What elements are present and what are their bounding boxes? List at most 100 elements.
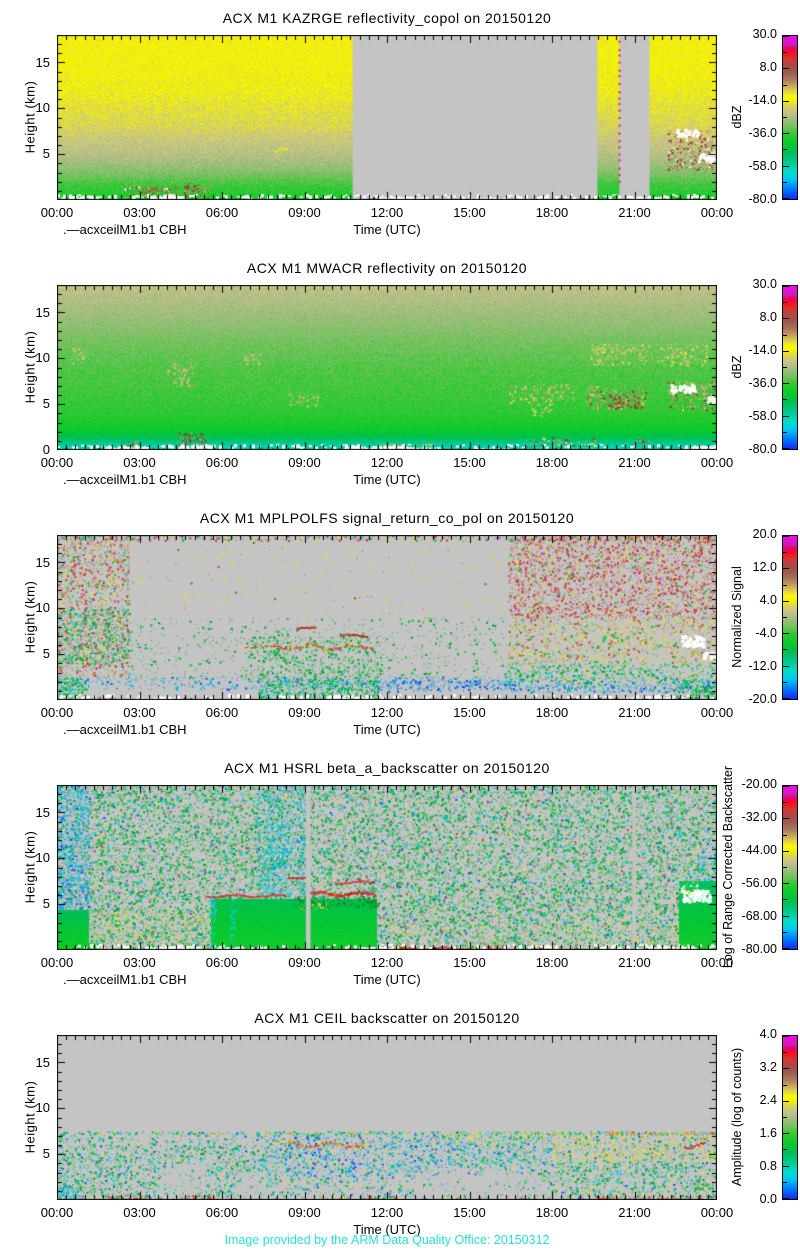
x-tick-label: 15:00	[453, 1205, 486, 1220]
x-tick-label: 12:00	[370, 955, 404, 970]
colorbar-tick-label: -56.00	[741, 876, 777, 890]
x-tick-label: 00:00	[40, 705, 74, 720]
x-tick-label: 09:00	[288, 205, 321, 220]
x-tick-label: 18:00	[535, 705, 569, 720]
x-tick-label: 06:00	[205, 455, 239, 470]
y-tick-label: 5	[42, 896, 50, 912]
colorbar-tick	[783, 101, 789, 102]
colorbar-tick	[783, 633, 789, 634]
x-tick-label: 00:00	[40, 455, 74, 470]
colorbar-tick-label: 30.0	[752, 277, 777, 291]
colorbar-tick	[783, 818, 789, 819]
colorbar	[782, 35, 798, 200]
colorbar-tick	[783, 351, 789, 352]
x-axis-label: Time (UTC)	[353, 222, 421, 237]
colorbar-tick	[783, 149, 787, 150]
x-tick-label: 09:00	[288, 1205, 321, 1220]
colorbar-tick-label: -12.0	[748, 659, 778, 673]
colorbar-unit-label: Log of Range Corrected Backscatter	[721, 765, 735, 969]
x-axis-label: Time (UTC)	[353, 972, 421, 987]
colorbar-tick-label: 1.6	[759, 1126, 777, 1140]
x-tick-label: 03:00	[123, 705, 156, 720]
panel-title: ACX M1 MPLPOLFS signal_return_co_pol on …	[199, 510, 575, 526]
y-tick-label: 0	[42, 442, 50, 457]
y-tick-label: 5	[42, 396, 50, 412]
x-tick-label: 21:00	[618, 205, 651, 220]
cbh-legend: .—acxceilM1.b1 CBH	[63, 472, 187, 487]
colorbar-tick	[783, 1036, 789, 1037]
x-tick-label: 03:00	[123, 205, 156, 220]
colorbar-tick	[783, 367, 787, 368]
colorbar-tick	[783, 335, 787, 336]
colorbar-tick	[783, 802, 787, 803]
colorbar-tick	[783, 52, 787, 53]
colorbar-tick-label: -80.0	[748, 192, 778, 206]
colorbar-tick-label: 8.0	[759, 60, 777, 74]
x-tick-label: 06:00	[205, 955, 239, 970]
colorbar-tick-label: -58.0	[748, 159, 778, 173]
colorbar-tick-label: 3.2	[759, 1060, 777, 1074]
heatmap-canvas	[57, 535, 717, 700]
x-tick-label: 12:00	[370, 705, 404, 720]
y-tick-label: 5	[42, 1146, 50, 1162]
heatmap-canvas	[57, 785, 717, 950]
y-tick-label: 15	[35, 554, 50, 570]
x-tick-label: 18:00	[535, 955, 569, 970]
x-tick-label: 21:00	[618, 955, 651, 970]
colorbar-tick	[783, 916, 789, 917]
x-tick-label: 00:00	[40, 205, 74, 220]
colorbar-tick	[783, 867, 787, 868]
colorbar-tick	[783, 932, 787, 933]
heatmap-plot	[57, 785, 717, 950]
colorbar-tick-label: -20.0	[748, 692, 778, 706]
colorbar-tick	[783, 948, 789, 949]
x-axis-label: Time (UTC)	[353, 722, 421, 737]
x-tick-label: 00:00	[700, 1205, 734, 1220]
heatmap-plot	[57, 285, 717, 450]
panel-mwacr: ACX M1 MWACR reflectivity on 20150120 He…	[0, 250, 800, 500]
heatmap-canvas	[57, 285, 717, 450]
colorbar-tick-label: 8.0	[759, 310, 777, 324]
x-tick-label: 21:00	[618, 705, 651, 720]
y-tick-label: 15	[35, 804, 50, 820]
colorbar-tick	[783, 617, 787, 618]
colorbar-tick-label: -58.0	[748, 409, 778, 423]
colorbar-tick	[783, 1182, 787, 1183]
colorbar-unit-label: Normalized Signal	[730, 566, 744, 668]
colorbar-tick	[783, 1166, 789, 1167]
cbh-legend: .—acxceilM1.b1 CBH	[63, 222, 187, 237]
x-tick-label: 06:00	[205, 1205, 239, 1220]
x-tick-label: 15:00	[453, 955, 486, 970]
heatmap-canvas	[57, 35, 717, 200]
colorbar-tick	[783, 666, 789, 667]
colorbar-tick	[783, 432, 787, 433]
dq-office-credit: Image provided by the ARM Data Quality O…	[224, 1233, 550, 1247]
cbh-legend: .—acxceilM1.b1 CBH	[63, 722, 187, 737]
panel-mplpolfs: ACX M1 MPLPOLFS signal_return_co_pol on …	[0, 500, 800, 750]
colorbar-tick-label: -32.00	[741, 810, 777, 824]
colorbar-tick	[783, 85, 787, 86]
heatmap-canvas	[57, 1035, 717, 1200]
colorbar-tick	[783, 899, 787, 900]
x-tick-label: 00:00	[700, 955, 734, 970]
colorbar-tick-label: 4.0	[759, 1027, 777, 1041]
colorbar-tick	[783, 416, 789, 417]
x-tick-label: 00:00	[40, 1205, 74, 1220]
x-tick-label: 00:00	[700, 205, 734, 220]
x-tick-label: 00:00	[700, 455, 734, 470]
colorbar-tick	[783, 835, 787, 836]
colorbar-tick-label: -14.0	[748, 93, 778, 107]
colorbar-tick-label: 12.0	[752, 560, 777, 574]
x-tick-label: 18:00	[535, 1205, 569, 1220]
colorbar-tick-label: -14.0	[748, 343, 778, 357]
colorbar-tick-label: -36.0	[748, 376, 778, 390]
colorbar-tick	[783, 883, 789, 884]
colorbar-tick-label: 2.4	[759, 1093, 777, 1107]
colorbar-tick	[783, 1198, 789, 1199]
colorbar-tick	[783, 383, 789, 384]
x-tick-label: 03:00	[123, 455, 156, 470]
colorbar-tick	[783, 182, 787, 183]
colorbar-tick	[783, 198, 789, 199]
colorbar-tick-label: -80.00	[741, 942, 777, 956]
colorbar-tick	[783, 1068, 789, 1069]
